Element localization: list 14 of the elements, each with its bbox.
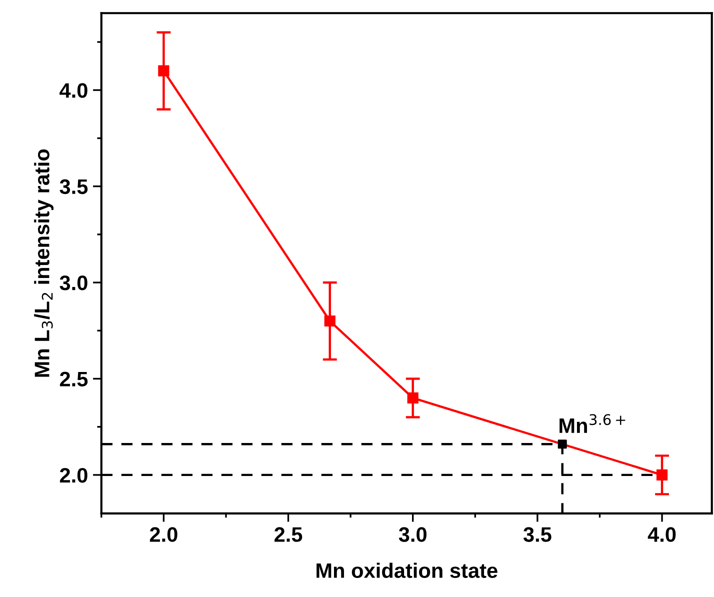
annotation: Mn$^{3.6+}$ — [560, 414, 626, 433]
x-tick-label: 2.5 — [274, 527, 302, 542]
y-tick-label: 3.5 — [60, 179, 88, 194]
x-tick-label: 3.5 — [523, 527, 552, 542]
x-tick-label: 2.0 — [150, 527, 178, 542]
point — [558, 440, 567, 449]
x-tick-label: 4.0 — [648, 527, 676, 542]
y-tick-label: 4.0 — [60, 83, 88, 98]
y-tick-label: 2.0 — [60, 468, 88, 483]
y-tick-label: 2.5 — [60, 372, 88, 386]
x-axis-title: Mn oxidation state — [316, 562, 498, 578]
y-tick-label: 3.0 — [60, 276, 88, 290]
y-axis-title: Mn L$_{3}$/L$_{2}$ intensity ratio — [34, 149, 54, 377]
x-tick-label: 3.0 — [398, 527, 426, 542]
